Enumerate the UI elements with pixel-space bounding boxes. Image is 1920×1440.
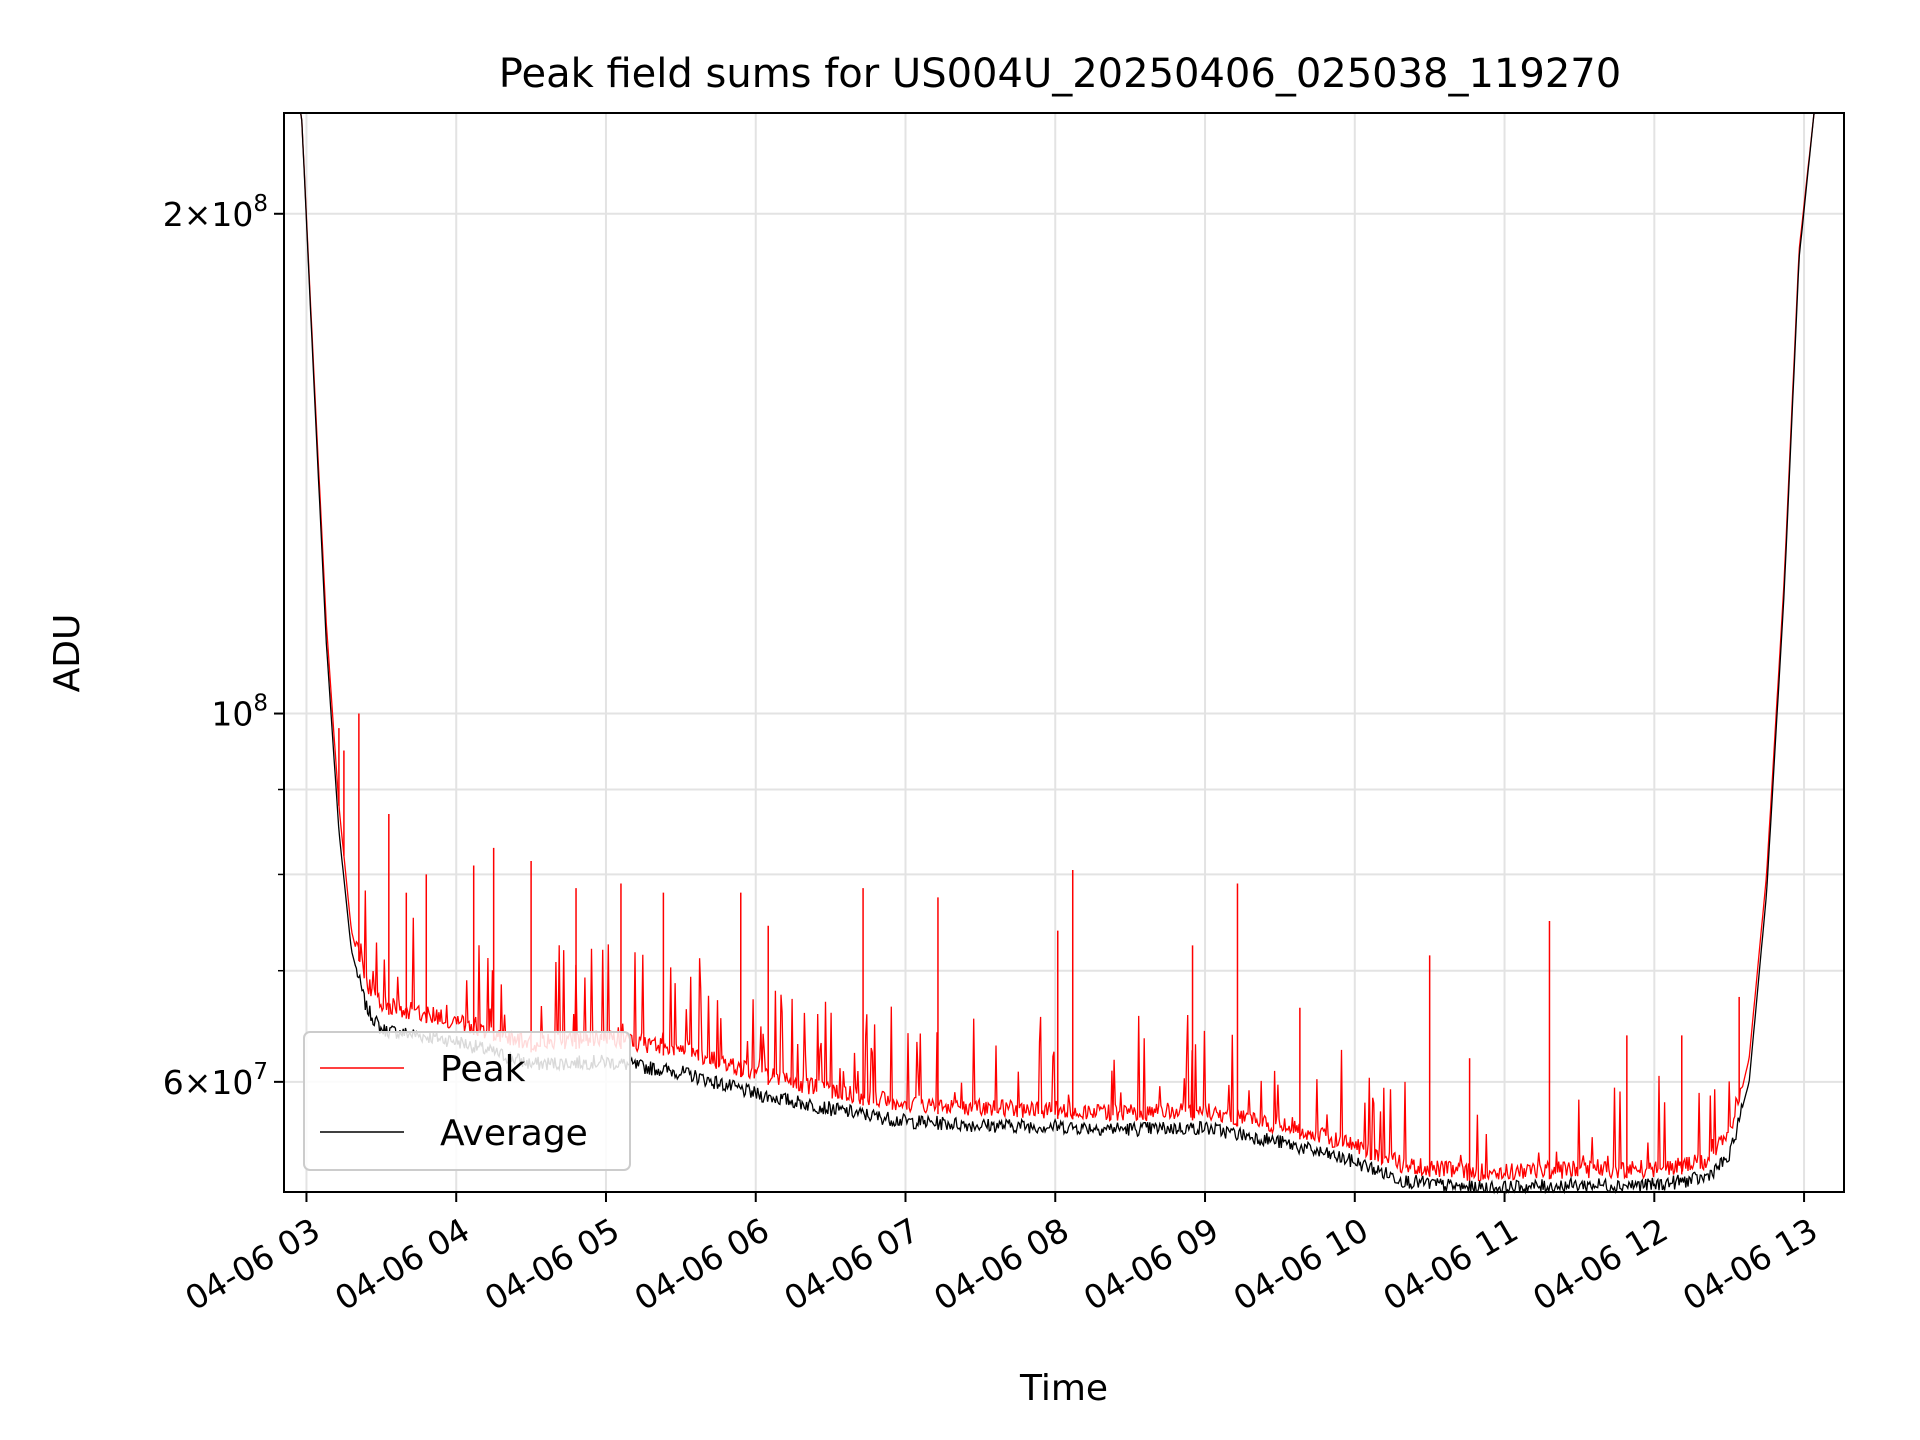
- legend-box: [303, 1031, 631, 1171]
- grid-lines: [284, 113, 1844, 1192]
- y-tick-label: 108: [211, 691, 268, 734]
- legend: Peak Average: [303, 1031, 631, 1171]
- chart-title: Peak field sums for US004U_20250406_0250…: [499, 51, 1621, 97]
- x-axis-label: Time: [1019, 1368, 1108, 1409]
- legend-label-peak: Peak: [440, 1049, 526, 1090]
- plot-frame: [283, 112, 1845, 1193]
- y-axis-label: ADU: [47, 614, 88, 693]
- legend-label-average: Average: [440, 1113, 588, 1154]
- y-tick-label: 6×107: [163, 1059, 268, 1102]
- y-tick-label: 2×108: [163, 191, 268, 234]
